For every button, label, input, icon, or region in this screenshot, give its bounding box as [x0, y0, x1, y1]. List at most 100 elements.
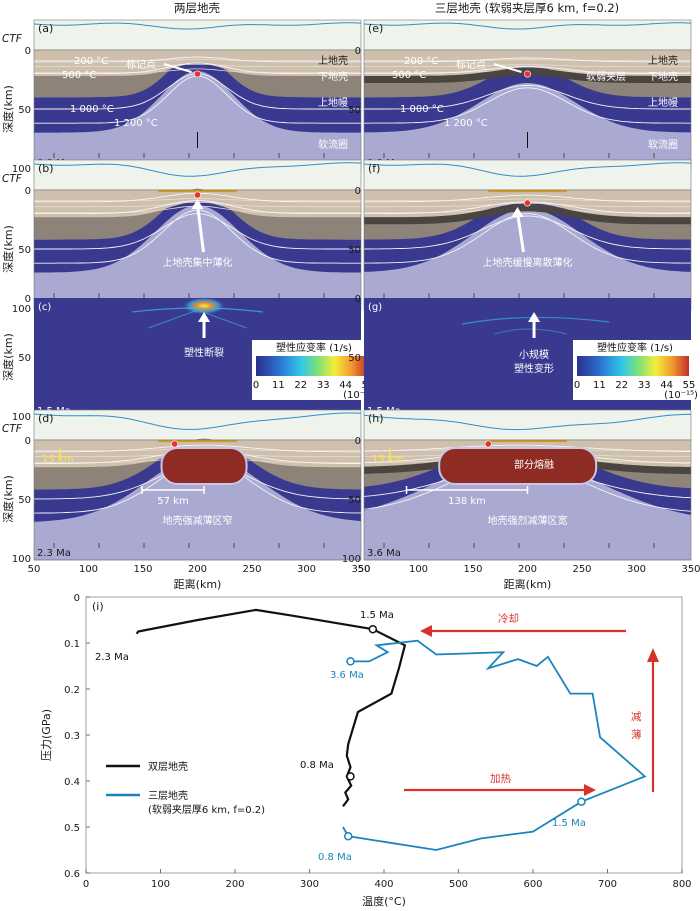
- note-thinning: 上地壳集中薄化: [163, 256, 233, 269]
- x-tick: 350: [681, 564, 700, 575]
- time-label: 2.3 Ma: [37, 548, 71, 559]
- colorbar-tick: 0: [574, 380, 580, 391]
- isotherm-500-label: 500 °C: [392, 70, 426, 81]
- upper-mantle: [364, 64, 691, 133]
- depth-tick: 50: [18, 105, 31, 116]
- depth-tick: 0: [355, 294, 361, 305]
- panel-e: 200 °C 500 °C 1 000 °C1 200 °C 标记点 上地壳下地壳上地幔…: [342, 19, 692, 175]
- pt-xtick-label: 400: [374, 879, 393, 890]
- marker-point: [523, 199, 531, 207]
- depth-tick: 100: [342, 554, 361, 565]
- distance-label: 距离(km): [174, 577, 222, 591]
- arrow-thinning-head: [647, 648, 659, 662]
- panel-label-i: (i): [92, 600, 104, 613]
- strain-band-left: [132, 307, 263, 313]
- depth-axis-label: 深度(km): [1, 333, 15, 381]
- ctf-line: [363, 162, 692, 177]
- panel-d: CTF 15 km 57 km 地壳强减薄区窄 2.3 Ma (d) 0 50 100 深度(km…: [1, 409, 362, 565]
- pt-legend: 双层地壳 三层地壳 (软弱夹层厚6 km, f=0.2): [106, 760, 265, 816]
- isotherm-line: [364, 84, 691, 110]
- colorbar-unit: (10⁻¹⁵): [664, 390, 698, 401]
- time-label: 3.6 Ma: [367, 548, 401, 559]
- ctf-line: [33, 22, 362, 30]
- panel-label-b: (b): [38, 162, 54, 175]
- colorbar-gradient: [256, 356, 368, 376]
- depth-tick: 50: [18, 353, 31, 364]
- upper-mantle-label: 上地幔: [318, 96, 348, 109]
- pt-ytick-label: 0.2: [64, 685, 80, 696]
- isotherm-1200-label: 1 200 °C: [444, 118, 488, 129]
- pt-ylabel: 压力(GPa): [40, 709, 53, 761]
- pt-ytick-label: 0.5: [64, 823, 80, 834]
- ctf-line: [363, 413, 691, 431]
- upper-crust: [364, 50, 691, 76]
- marker-point: [194, 191, 202, 199]
- asthenosphere-label: 软流圈: [648, 138, 678, 151]
- x-tick: 350: [351, 564, 370, 575]
- x-tick: 150: [463, 564, 482, 575]
- ctf-strip: [363, 409, 692, 441]
- width-label: 57 km: [157, 496, 188, 507]
- colorbar-tick: 33: [638, 380, 651, 391]
- anno-cooling: 冷却: [498, 612, 519, 625]
- pt-time-marker: [368, 624, 378, 634]
- thickness-label: 15 km: [42, 454, 73, 465]
- x-tick: 150: [133, 564, 152, 575]
- x-tick: 300: [627, 564, 646, 575]
- colorbar-tick: 44: [660, 380, 673, 391]
- marker-point: [523, 70, 531, 78]
- panel-label-f: (f): [368, 162, 380, 175]
- pt-ticks: 0 100 200 300 400 500 600 700 800 0 0.1 0.2 0.3 0.4 0.…: [64, 593, 691, 890]
- depth-tick: 50: [18, 495, 31, 506]
- depth-axis-label: 深度(km): [1, 85, 15, 133]
- isotherm-line: [364, 57, 691, 63]
- isotherm-line: [34, 444, 361, 453]
- isotherm-1000-label: 1 000 °C: [70, 104, 114, 115]
- upper-crust: [364, 190, 691, 218]
- depth-tick: 0: [25, 186, 31, 197]
- colorbar-tick: 33: [317, 380, 330, 391]
- weak-layer: [364, 454, 691, 475]
- pt-time-marker: [346, 657, 355, 666]
- pt-line-two-layer: [135, 608, 407, 807]
- width-bar-ticks: [405, 486, 529, 494]
- colorbar-unit: (10⁻¹⁵): [343, 390, 377, 401]
- pt-xtick-label: 700: [598, 879, 617, 890]
- colorbar-tick: 55: [683, 380, 696, 391]
- isotherm-1000-label: 1 000 °C: [400, 104, 444, 115]
- colorbar-title: 塑性应变率 (1/s): [597, 341, 673, 354]
- strain-hotspot: [182, 297, 227, 315]
- x-tick: 250: [242, 564, 261, 575]
- depth-tick: 0: [25, 46, 31, 57]
- pt-xtick-label: 600: [523, 879, 542, 890]
- upper-crust-label: 上地壳: [648, 54, 678, 67]
- pt-xtick-label: 300: [300, 879, 319, 890]
- ctf-strip: [33, 409, 362, 441]
- anno-0-8-ma-black: 0.8 Ma: [300, 760, 334, 771]
- title-left: 两层地壳: [174, 1, 220, 15]
- note-thinning-zone: 地壳强减薄区窄: [163, 514, 233, 527]
- lower-crust-label: 下地壳: [648, 70, 678, 83]
- isotherm-200-label: 200 °C: [74, 56, 108, 67]
- anno-2-3-ma: 2.3 Ma: [95, 652, 129, 663]
- pt-ytick-label: 0.6: [64, 869, 80, 880]
- depth-axis-label: 深度(km): [1, 225, 15, 273]
- anno-0-8-ma-blue: 0.8 Ma: [318, 852, 352, 863]
- anno-3-6-ma: 3.6 Ma: [330, 670, 364, 681]
- upper-mantle: [364, 192, 691, 272]
- colorbar-tick: 22: [615, 380, 628, 391]
- weak-layer-label: 软弱夹层: [586, 70, 626, 83]
- marker-label: 标记点: [456, 59, 486, 71]
- depth-tick: 50: [348, 105, 361, 116]
- title-right: 三层地壳 (软弱夹层厚6 km, f=0.2): [435, 1, 619, 15]
- pt-time-marker: [343, 831, 353, 841]
- depth-tick: 50: [348, 353, 361, 364]
- strain-band-deep: [494, 328, 567, 335]
- arrow-cooling-head: [420, 625, 432, 637]
- distance-label: 距离(km): [504, 577, 552, 591]
- strain-band-x: [148, 309, 247, 329]
- isotherm-line: [34, 62, 361, 75]
- depth-tick: 100: [12, 554, 31, 565]
- crust-stripe: [364, 64, 691, 67]
